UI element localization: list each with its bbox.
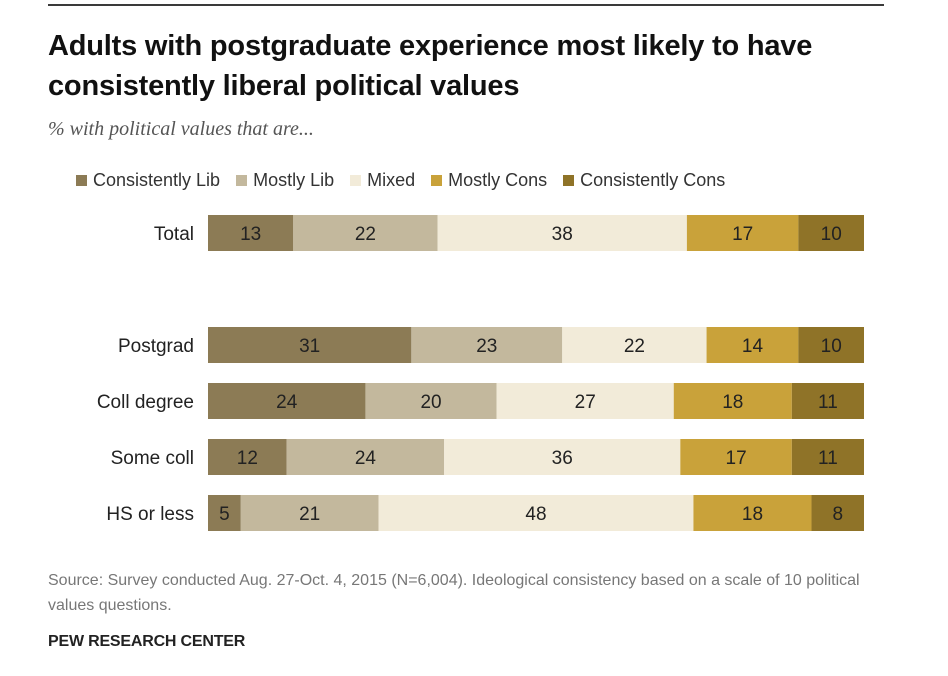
- category-label-total: Total: [154, 224, 194, 245]
- value-label-postgrad-mixed: 22: [624, 336, 645, 357]
- legend-label-mostly-cons: Mostly Cons: [448, 169, 548, 190]
- legend-label-consistently-lib: Consistently Lib: [93, 169, 221, 190]
- bar-postgrad-consistently-lib: [208, 327, 412, 363]
- category-label-hs-or-less: HS or less: [106, 504, 194, 525]
- value-label-hs-or-less-consistently-lib: 5: [219, 504, 230, 525]
- bar-coll-degree-consistently-cons: [791, 383, 864, 419]
- top-rule: [48, 4, 884, 6]
- value-label-some-coll-mostly-cons: 17: [726, 448, 747, 469]
- value-label-hs-or-less-consistently-cons: 8: [832, 504, 843, 525]
- value-label-some-coll-mostly-lib: 24: [355, 448, 377, 469]
- bar-postgrad-mostly-cons: [706, 327, 799, 363]
- bar-total-mostly-cons: [686, 215, 799, 251]
- value-label-total-mixed: 38: [552, 224, 573, 245]
- bar-postgrad-mostly-lib: [411, 327, 563, 363]
- value-label-coll-degree-mixed: 27: [575, 392, 596, 413]
- category-label-some-coll: Some coll: [111, 448, 194, 469]
- value-label-total-mostly-lib: 22: [355, 224, 376, 245]
- bar-total-mixed: [437, 215, 687, 251]
- value-label-coll-degree-consistently-lib: 24: [276, 392, 298, 413]
- legend-swatch-mixed: [350, 174, 362, 186]
- bar-postgrad-mixed: [562, 327, 707, 363]
- org-credit: PEW RESEARCH CENTER: [48, 633, 246, 650]
- value-label-some-coll-consistently-lib: 12: [237, 448, 258, 469]
- value-label-hs-or-less-mostly-cons: 18: [742, 504, 763, 525]
- bar-total-mostly-lib: [293, 215, 438, 251]
- legend-swatch-consistently-cons: [563, 174, 575, 186]
- bar-coll-degree-mostly-lib: [365, 383, 497, 419]
- category-label-coll-degree: Coll degree: [97, 392, 194, 413]
- legend-item-mostly-lib: Mostly Lib: [236, 170, 334, 191]
- legend-swatch-mostly-lib: [236, 174, 248, 186]
- bar-hs-or-less-mostly-cons: [693, 495, 812, 531]
- bar-hs-or-less-mixed: [378, 495, 694, 531]
- bar-hs-or-less-consistently-cons: [811, 495, 864, 531]
- value-label-hs-or-less-mixed: 48: [525, 504, 546, 525]
- legend-item-consistently-cons: Consistently Cons: [563, 170, 725, 191]
- value-label-coll-degree-consistently-cons: 11: [818, 392, 838, 413]
- value-label-postgrad-consistently-cons: 10: [821, 336, 842, 357]
- value-label-coll-degree-mostly-cons: 18: [722, 392, 743, 413]
- legend-swatch-mostly-cons: [431, 174, 443, 186]
- legend-label-mostly-lib: Mostly Lib: [253, 169, 335, 190]
- value-label-postgrad-mostly-cons: 14: [742, 336, 764, 357]
- value-label-total-consistently-lib: 13: [240, 224, 261, 245]
- value-label-some-coll-consistently-cons: 11: [818, 448, 838, 469]
- legend-label-mixed: Mixed: [367, 169, 416, 190]
- bar-hs-or-less-mostly-lib: [240, 495, 379, 531]
- legend-item-consistently-lib: Consistently Lib: [76, 170, 220, 191]
- source-note: Source: Survey conducted Aug. 27-Oct. 4,…: [48, 572, 860, 614]
- legend-swatch-consistently-lib: [76, 174, 87, 186]
- value-label-total-consistently-cons: 10: [821, 224, 842, 245]
- bar-total-consistently-cons: [798, 215, 864, 251]
- bar-some-coll-mostly-lib: [286, 439, 445, 475]
- value-label-some-coll-mixed: 36: [552, 448, 573, 469]
- chart-subtitle: % with political values that are...: [48, 118, 314, 140]
- bar-some-coll-mixed: [444, 439, 681, 475]
- legend-item-mostly-cons: Mostly Cons: [431, 170, 547, 191]
- bar-coll-degree-mostly-cons: [673, 383, 792, 419]
- value-label-total-mostly-cons: 17: [732, 224, 753, 245]
- value-label-hs-or-less-mostly-lib: 21: [299, 504, 320, 525]
- chart-title: Adults with postgraduate experience most…: [48, 30, 813, 102]
- value-label-postgrad-consistently-lib: 31: [299, 336, 320, 357]
- bar-postgrad-consistently-cons: [798, 327, 864, 363]
- bar-hs-or-less-consistently-lib: [208, 495, 241, 531]
- value-label-postgrad-mostly-lib: 23: [476, 336, 497, 357]
- bar-coll-degree-consistently-lib: [208, 383, 366, 419]
- bar-total-consistently-lib: [208, 215, 294, 251]
- stacked-bar-chart: Total 13 22 38 17 10 Postgrad 31 23 22 14 10 Coll de…: [97, 215, 864, 531]
- legend: Consistently Lib Mostly Lib Mixed Mostly…: [76, 168, 725, 192]
- category-label-postgrad: Postgrad: [118, 336, 194, 357]
- bar-some-coll-consistently-lib: [208, 439, 287, 475]
- bar-some-coll-consistently-cons: [791, 439, 864, 475]
- bar-some-coll-mostly-cons: [680, 439, 792, 475]
- value-label-coll-degree-mostly-lib: 20: [420, 392, 441, 413]
- legend-item-mixed: Mixed: [350, 170, 415, 191]
- bar-coll-degree-mixed: [496, 383, 674, 419]
- legend-label-consistently-cons: Consistently Cons: [580, 169, 726, 190]
